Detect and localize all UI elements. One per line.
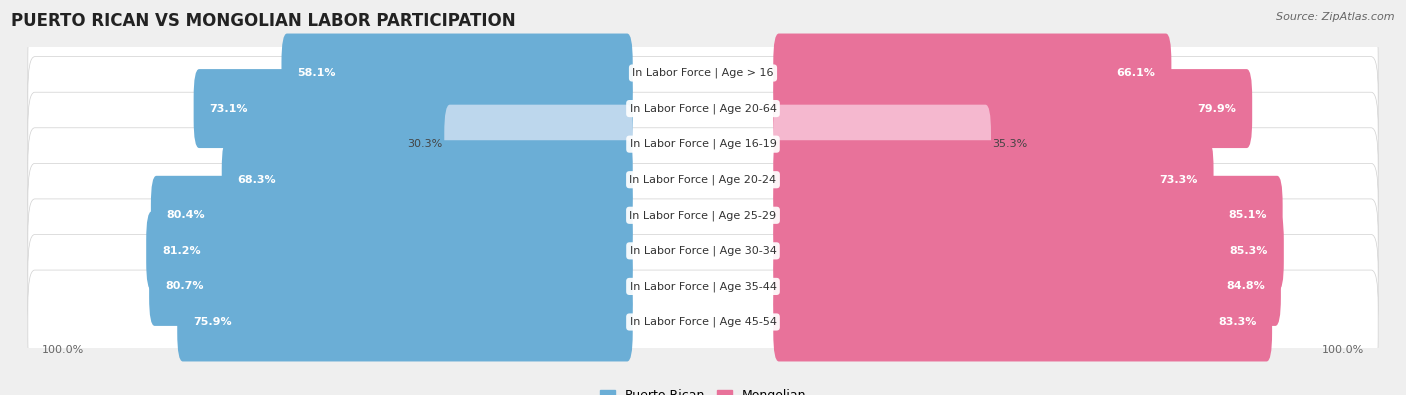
- FancyBboxPatch shape: [28, 164, 1378, 267]
- FancyBboxPatch shape: [773, 140, 1213, 219]
- Text: 85.3%: 85.3%: [1230, 246, 1268, 256]
- Text: In Labor Force | Age 16-19: In Labor Force | Age 16-19: [630, 139, 776, 149]
- Text: 81.2%: 81.2%: [162, 246, 201, 256]
- FancyBboxPatch shape: [773, 176, 1282, 255]
- Text: In Labor Force | Age > 16: In Labor Force | Age > 16: [633, 68, 773, 78]
- FancyBboxPatch shape: [28, 270, 1378, 374]
- Text: In Labor Force | Age 20-64: In Labor Force | Age 20-64: [630, 103, 776, 114]
- Text: In Labor Force | Age 30-34: In Labor Force | Age 30-34: [630, 246, 776, 256]
- Text: 35.3%: 35.3%: [993, 139, 1028, 149]
- FancyBboxPatch shape: [773, 211, 1284, 290]
- FancyBboxPatch shape: [28, 199, 1378, 303]
- FancyBboxPatch shape: [28, 128, 1378, 231]
- Text: 100.0%: 100.0%: [1322, 345, 1364, 355]
- FancyBboxPatch shape: [773, 69, 1253, 148]
- Text: 73.1%: 73.1%: [209, 103, 247, 114]
- Text: 85.1%: 85.1%: [1229, 210, 1267, 220]
- Text: 73.3%: 73.3%: [1160, 175, 1198, 185]
- Text: 84.8%: 84.8%: [1226, 281, 1265, 292]
- Text: PUERTO RICAN VS MONGOLIAN LABOR PARTICIPATION: PUERTO RICAN VS MONGOLIAN LABOR PARTICIP…: [11, 12, 516, 30]
- FancyBboxPatch shape: [149, 247, 633, 326]
- FancyBboxPatch shape: [281, 34, 633, 113]
- FancyBboxPatch shape: [444, 105, 633, 184]
- Text: Source: ZipAtlas.com: Source: ZipAtlas.com: [1277, 12, 1395, 22]
- FancyBboxPatch shape: [177, 282, 633, 361]
- FancyBboxPatch shape: [150, 176, 633, 255]
- Text: 68.3%: 68.3%: [238, 175, 276, 185]
- Text: 58.1%: 58.1%: [297, 68, 336, 78]
- Text: 75.9%: 75.9%: [193, 317, 232, 327]
- Text: 100.0%: 100.0%: [42, 345, 84, 355]
- FancyBboxPatch shape: [28, 56, 1378, 160]
- Text: 83.3%: 83.3%: [1218, 317, 1256, 327]
- FancyBboxPatch shape: [773, 282, 1272, 361]
- FancyBboxPatch shape: [773, 247, 1281, 326]
- Text: 80.4%: 80.4%: [167, 210, 205, 220]
- FancyBboxPatch shape: [28, 21, 1378, 125]
- Text: 79.9%: 79.9%: [1198, 103, 1236, 114]
- Legend: Puerto Rican, Mongolian: Puerto Rican, Mongolian: [595, 384, 811, 395]
- Text: In Labor Force | Age 45-54: In Labor Force | Age 45-54: [630, 317, 776, 327]
- FancyBboxPatch shape: [28, 235, 1378, 339]
- FancyBboxPatch shape: [773, 105, 991, 184]
- Text: 30.3%: 30.3%: [408, 139, 443, 149]
- FancyBboxPatch shape: [194, 69, 633, 148]
- FancyBboxPatch shape: [28, 92, 1378, 196]
- FancyBboxPatch shape: [773, 34, 1171, 113]
- Text: 66.1%: 66.1%: [1116, 68, 1156, 78]
- Text: 80.7%: 80.7%: [165, 281, 204, 292]
- FancyBboxPatch shape: [146, 211, 633, 290]
- Text: In Labor Force | Age 25-29: In Labor Force | Age 25-29: [630, 210, 776, 220]
- Text: In Labor Force | Age 35-44: In Labor Force | Age 35-44: [630, 281, 776, 292]
- FancyBboxPatch shape: [222, 140, 633, 219]
- Text: In Labor Force | Age 20-24: In Labor Force | Age 20-24: [630, 175, 776, 185]
